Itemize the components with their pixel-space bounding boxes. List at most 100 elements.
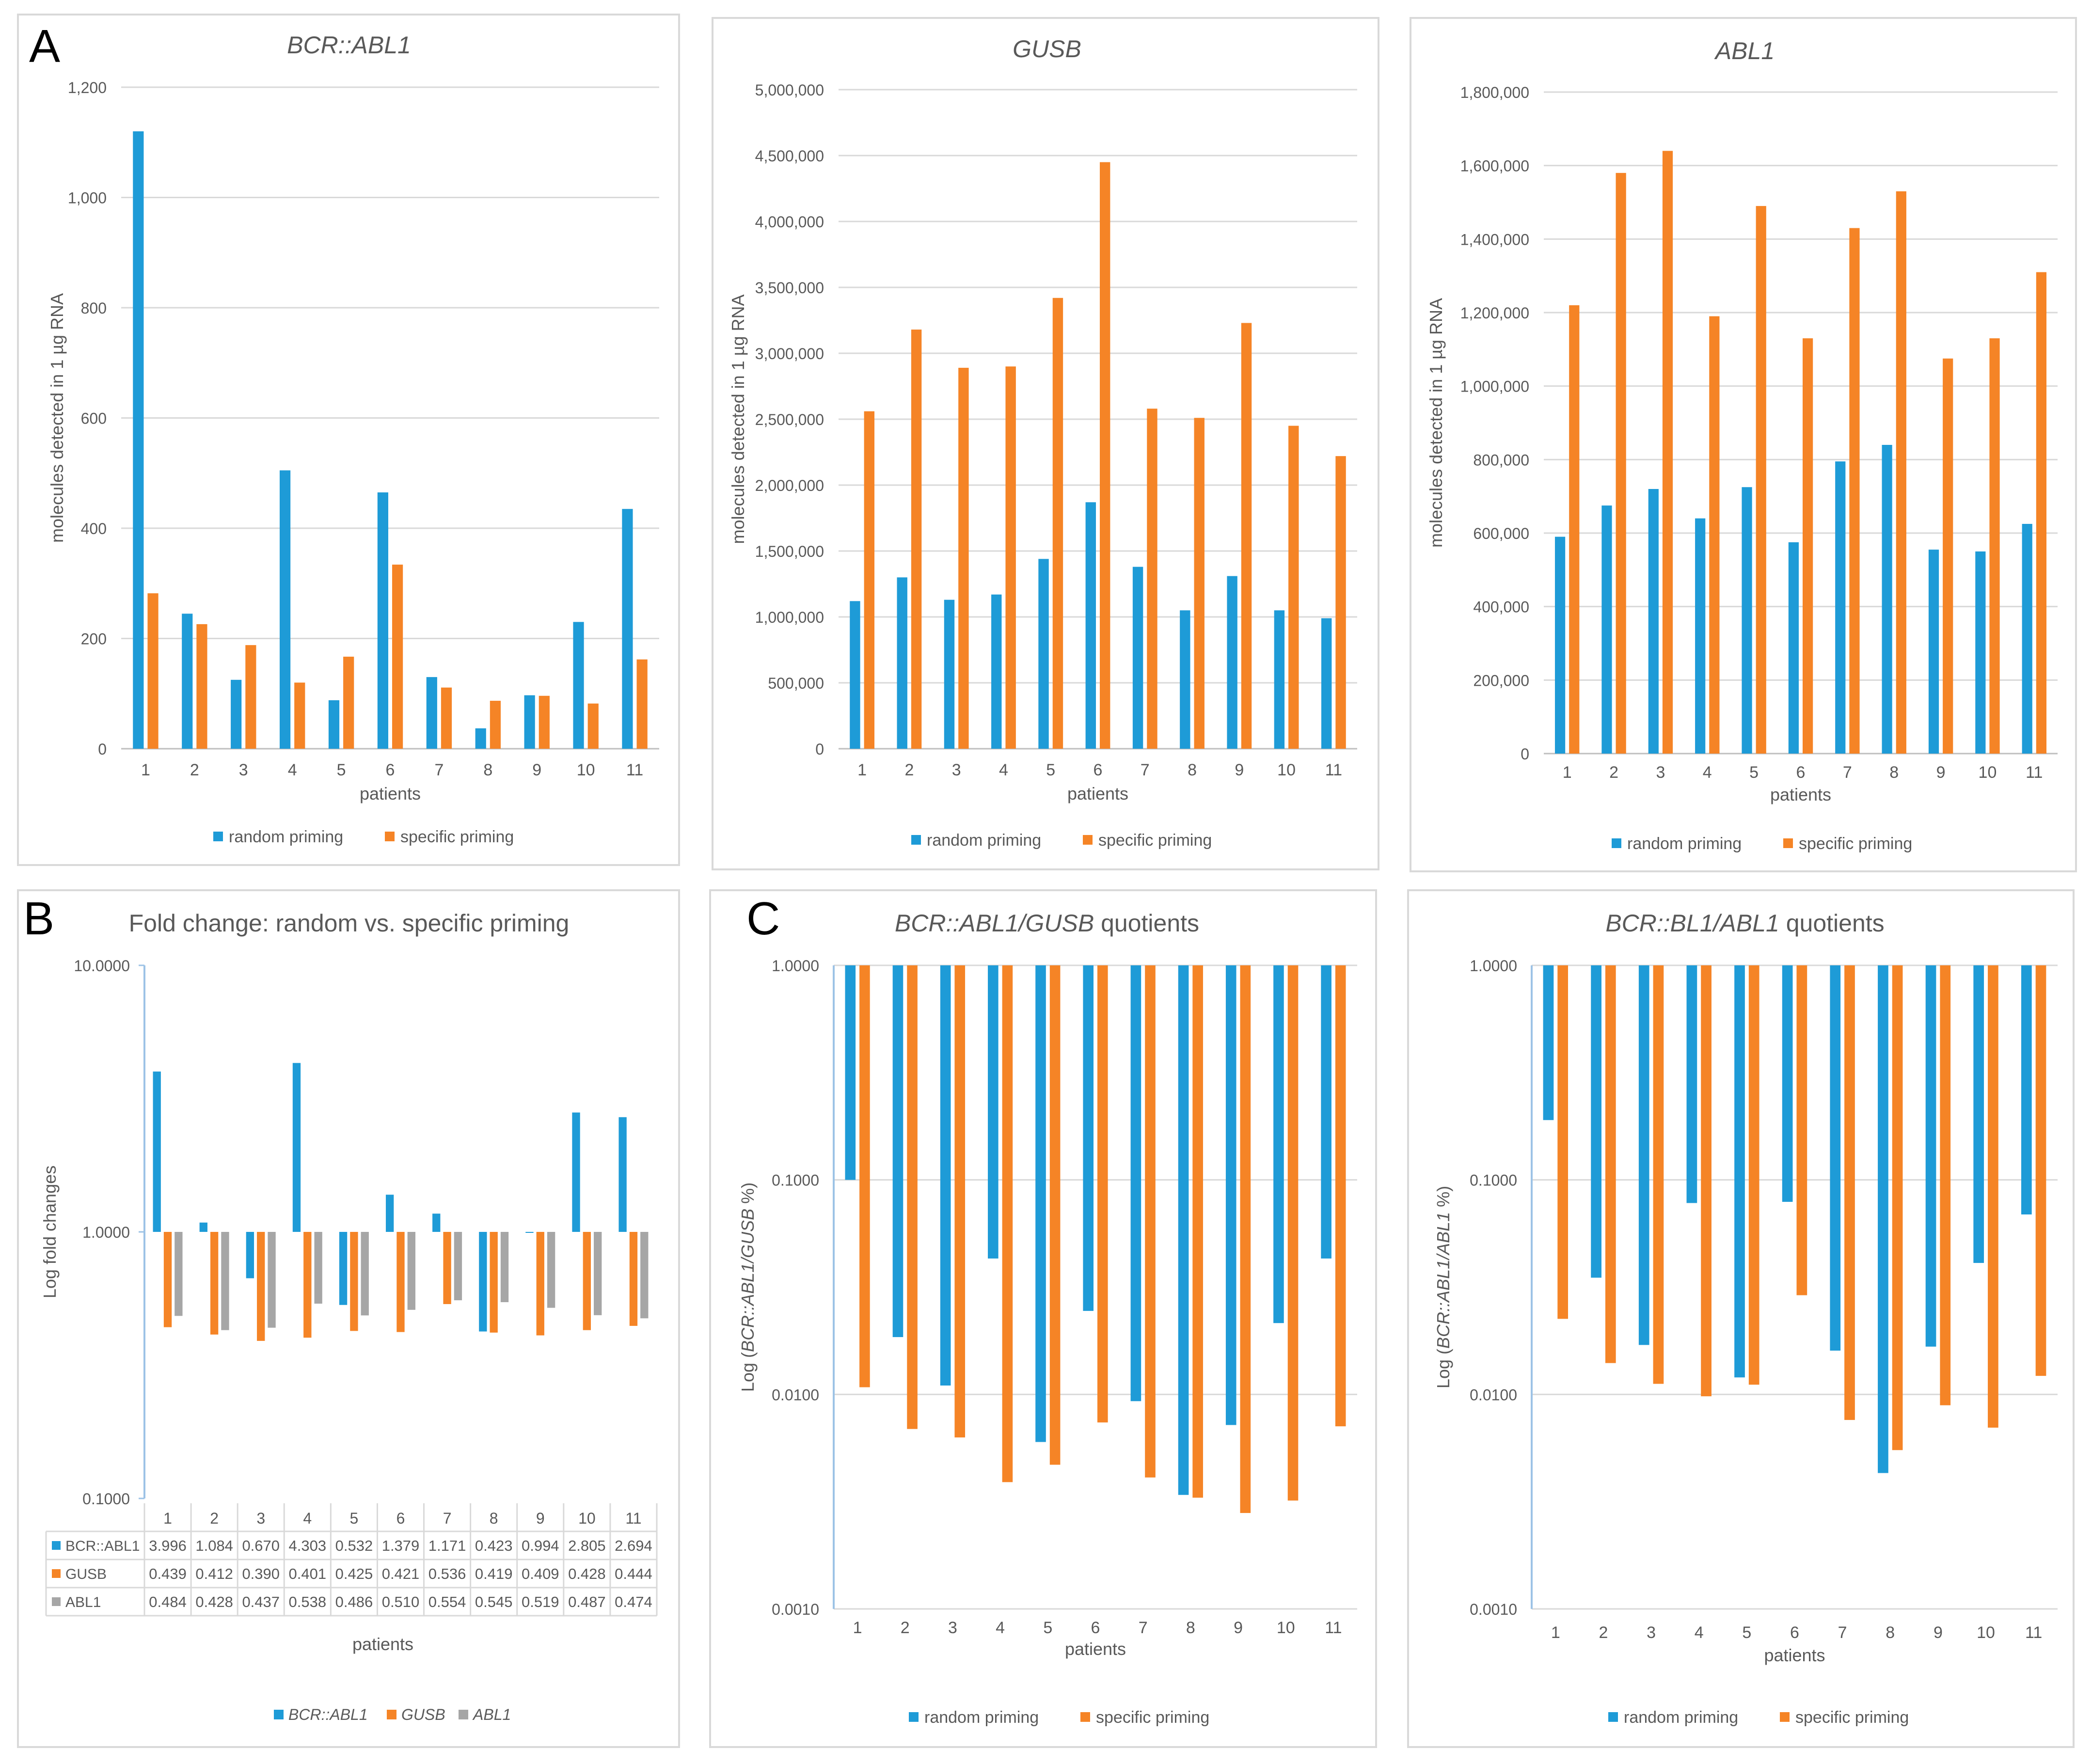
table-cell-0-1: 3.996 <box>149 1537 187 1554</box>
x-tick-label-a2-10: 10 <box>1277 761 1296 779</box>
y-tick-label-b-0: 0.1000 <box>82 1490 130 1508</box>
bar-a3-s0-9 <box>1928 550 1939 754</box>
legend-swatch-c1-0 <box>909 1712 919 1722</box>
x-tick-label-b-5: 5 <box>350 1510 359 1527</box>
bar-c2-s0-3 <box>1638 965 1649 1345</box>
bar-a3-s1-10 <box>1989 338 2000 754</box>
bar-b-s0-8 <box>479 1232 487 1332</box>
table-cell-2-2: 0.428 <box>195 1593 233 1610</box>
table-cell-1-2: 0.412 <box>195 1565 233 1582</box>
x-tick-label-a1-10: 10 <box>577 761 595 779</box>
bar-b-s0-7 <box>432 1213 441 1232</box>
bar-b-s1-4 <box>303 1232 312 1338</box>
bar-a3-s0-10 <box>1975 551 1986 754</box>
bar-c2-s1-4 <box>1701 965 1712 1397</box>
x-tick-label-a1-11: 11 <box>626 761 643 779</box>
bar-c2-s0-1 <box>1543 965 1554 1120</box>
table-cell-2-11: 0.474 <box>615 1593 652 1610</box>
legend-label-b-0: BCR::ABL1 <box>288 1706 368 1723</box>
x-tick-label-a1-1: 1 <box>141 761 150 779</box>
y-axis-title-a3: molecules detected in 1 µg RNA <box>1426 298 1446 548</box>
y-tick-label-b-2: 10.0000 <box>74 957 130 975</box>
x-tick-label-c1-10: 10 <box>1277 1619 1295 1637</box>
bar-c1-s0-8 <box>1178 965 1189 1495</box>
bar-a1-s0-9 <box>524 695 535 749</box>
bar-a1-s1-5 <box>343 657 354 749</box>
table-cell-1-6: 0.421 <box>382 1565 420 1582</box>
bar-a1-s0-4 <box>279 470 291 749</box>
bar-a3-s1-6 <box>1803 338 1813 754</box>
bar-c1-s1-7 <box>1145 965 1156 1478</box>
y-tick-label-a3-8: 1,600,000 <box>1460 158 1529 175</box>
bar-b-s1-11 <box>629 1232 638 1326</box>
table-cell-0-7: 1.171 <box>428 1537 466 1554</box>
bar-b-s2-7 <box>454 1232 462 1301</box>
legend-swatch-a2-1 <box>1083 835 1093 845</box>
bar-b-s1-2 <box>210 1232 219 1335</box>
x-tick-label-a3-7: 7 <box>1843 763 1852 782</box>
legend-label-c1-0: random priming <box>924 1708 1039 1727</box>
x-tick-label-a1-6: 6 <box>386 761 395 779</box>
bar-c2-s1-9 <box>1940 965 1951 1405</box>
bar-a2-s1-3 <box>958 367 969 749</box>
bar-b-s1-9 <box>536 1232 544 1336</box>
bar-c2-s1-1 <box>1557 965 1569 1319</box>
bar-b-s0-4 <box>292 1063 301 1232</box>
x-tick-label-a2-7: 7 <box>1141 761 1150 779</box>
bar-a1-s0-2 <box>182 614 193 749</box>
bar-c1-s0-6 <box>1083 965 1094 1311</box>
bar-c1-s0-1 <box>845 965 856 1180</box>
bar-b-s1-7 <box>443 1232 451 1304</box>
x-tick-label-c2-3: 3 <box>1647 1623 1656 1642</box>
bar-b-s0-11 <box>618 1117 627 1232</box>
x-tick-label-c2-10: 10 <box>1977 1623 1995 1642</box>
table-cell-0-4: 4.303 <box>289 1537 327 1554</box>
chart-title-a2: GUSB <box>1013 35 1081 63</box>
table-swatch-2 <box>52 1597 61 1606</box>
legend-label-c2-1: specific priming <box>1795 1708 1909 1727</box>
y-tick-label-a3-7: 1,400,000 <box>1460 231 1529 248</box>
bar-c2-s0-10 <box>1973 965 1984 1263</box>
x-tick-label-a1-2: 2 <box>190 761 199 779</box>
bar-a3-s0-8 <box>1882 445 1892 754</box>
bar-c2-s1-5 <box>1748 965 1759 1385</box>
y-tick-label-c2-2: 0.1000 <box>1470 1172 1517 1189</box>
x-tick-label-b-11: 11 <box>625 1510 641 1527</box>
table-cell-0-10: 2.805 <box>568 1537 606 1554</box>
legend-swatch-b-0 <box>274 1710 284 1719</box>
y-tick-label-a1-1: 200 <box>81 630 107 648</box>
bar-a3-s1-11 <box>2036 272 2047 754</box>
y-tick-label-a2-0: 0 <box>815 740 824 758</box>
bar-b-s2-10 <box>594 1232 602 1315</box>
table-cell-0-6: 1.379 <box>382 1537 420 1554</box>
x-tick-label-c2-11: 11 <box>2025 1623 2042 1642</box>
legend-label-a1-1: specific priming <box>400 828 514 846</box>
legend-swatch-a3-1 <box>1783 838 1793 848</box>
bar-c1-s0-9 <box>1225 965 1236 1425</box>
x-tick-label-a2-11: 11 <box>1325 761 1342 779</box>
y-tick-label-a1-6: 1,200 <box>68 79 107 96</box>
bar-b-s1-8 <box>490 1232 498 1333</box>
bar-b-s2-5 <box>361 1232 369 1316</box>
y-tick-label-a1-5: 1,000 <box>68 189 107 207</box>
chart-title-c1: BCR::ABL1/GUSB quotients <box>895 910 1199 937</box>
x-axis-title-a2: patients <box>1067 784 1128 803</box>
x-tick-label-b-6: 6 <box>396 1510 405 1527</box>
bar-a2-s0-10 <box>1274 610 1285 749</box>
panel-frame-a1 <box>17 14 680 866</box>
y-tick-label-a2-1: 500,000 <box>768 675 824 692</box>
x-axis-title-c1: patients <box>1065 1639 1126 1659</box>
x-tick-label-a1-4: 4 <box>288 761 297 779</box>
y-tick-label-a3-2: 400,000 <box>1473 598 1529 616</box>
x-tick-label-a2-9: 9 <box>1235 761 1244 779</box>
bar-a1-s1-6 <box>392 565 403 749</box>
bar-b-s0-9 <box>525 1232 534 1233</box>
chart-title-a1: BCR::ABL1 <box>287 32 411 59</box>
bar-c2-s0-6 <box>1782 965 1793 1202</box>
x-axis-title-b: patients <box>352 1634 413 1654</box>
table-cell-2-4: 0.538 <box>289 1593 327 1610</box>
x-tick-label-a1-3: 3 <box>239 761 248 779</box>
x-tick-label-c1-8: 8 <box>1186 1619 1195 1637</box>
bar-a3-s0-11 <box>2022 524 2032 754</box>
